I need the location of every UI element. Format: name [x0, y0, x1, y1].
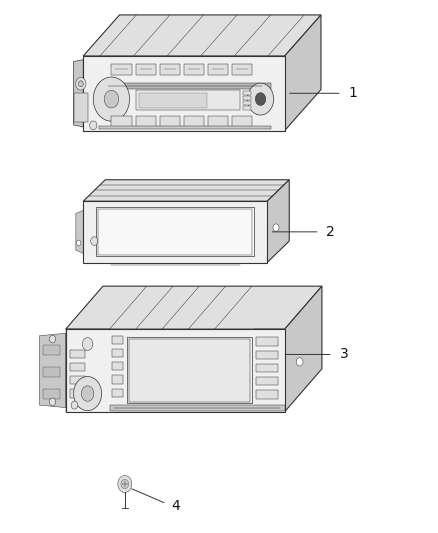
Bar — [112, 375, 123, 384]
Circle shape — [71, 401, 78, 409]
Bar — [74, 93, 88, 122]
Polygon shape — [102, 259, 255, 263]
Circle shape — [90, 121, 97, 130]
Bar — [70, 390, 85, 398]
Polygon shape — [76, 211, 83, 253]
Bar — [70, 350, 85, 358]
Text: 4: 4 — [172, 499, 180, 513]
Circle shape — [255, 93, 266, 106]
Bar — [129, 339, 250, 402]
Polygon shape — [267, 180, 289, 263]
Bar — [112, 336, 123, 344]
Circle shape — [76, 240, 81, 246]
Bar — [244, 92, 251, 95]
Bar — [98, 209, 252, 255]
Bar — [83, 201, 267, 263]
Polygon shape — [83, 15, 321, 56]
Bar — [208, 64, 228, 75]
Bar — [256, 364, 278, 372]
Bar — [66, 329, 110, 411]
Circle shape — [81, 386, 94, 401]
Bar — [111, 116, 131, 127]
Text: 1: 1 — [348, 86, 357, 100]
Bar — [112, 349, 123, 357]
Circle shape — [104, 90, 119, 108]
Text: 3: 3 — [339, 348, 348, 361]
Bar — [256, 390, 278, 399]
Bar — [232, 116, 252, 127]
Bar — [136, 90, 240, 110]
Bar — [256, 377, 278, 385]
Bar — [136, 64, 156, 75]
Bar — [70, 363, 85, 372]
Circle shape — [296, 358, 303, 366]
Bar — [244, 101, 251, 105]
Circle shape — [121, 479, 129, 489]
Bar — [111, 64, 131, 75]
Bar — [139, 93, 207, 108]
Bar — [244, 96, 251, 100]
Bar — [43, 390, 60, 399]
Circle shape — [247, 83, 274, 115]
Circle shape — [49, 398, 56, 406]
Bar — [232, 64, 252, 75]
Bar — [112, 389, 123, 397]
Bar — [254, 329, 283, 411]
Polygon shape — [83, 180, 289, 201]
Bar — [43, 345, 60, 355]
Bar — [99, 83, 271, 89]
Bar — [160, 116, 180, 127]
Text: 2: 2 — [326, 225, 335, 239]
Circle shape — [74, 376, 102, 410]
Bar — [66, 329, 285, 411]
Circle shape — [49, 335, 56, 343]
Bar — [110, 405, 285, 411]
Polygon shape — [66, 286, 322, 329]
Circle shape — [82, 337, 93, 350]
Bar — [256, 351, 278, 359]
Circle shape — [93, 77, 130, 121]
Circle shape — [273, 224, 279, 231]
Bar — [184, 64, 204, 75]
Polygon shape — [285, 15, 321, 131]
Bar — [256, 337, 278, 346]
Bar — [70, 376, 85, 384]
Bar — [244, 106, 251, 110]
Bar — [43, 367, 60, 377]
Polygon shape — [39, 333, 66, 408]
Circle shape — [118, 475, 132, 492]
Circle shape — [78, 81, 83, 87]
Bar — [99, 126, 271, 129]
Polygon shape — [74, 60, 83, 127]
Bar — [208, 116, 228, 127]
Circle shape — [76, 77, 86, 90]
Circle shape — [91, 237, 98, 245]
Bar — [160, 64, 180, 75]
Polygon shape — [285, 286, 322, 411]
Bar — [184, 116, 204, 127]
Bar — [96, 207, 254, 256]
Bar — [136, 116, 156, 127]
Bar — [112, 362, 123, 370]
Bar — [127, 337, 252, 403]
Bar — [83, 56, 285, 131]
